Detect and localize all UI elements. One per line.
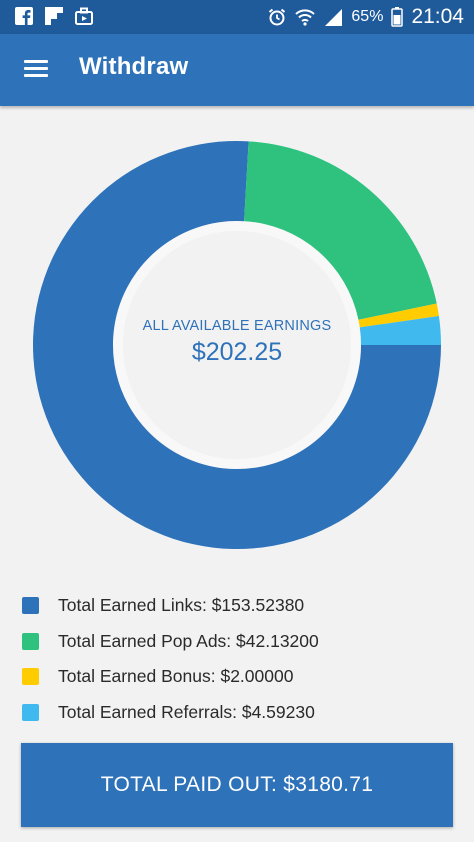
signal-icon <box>325 9 343 26</box>
chart-legend: Total Earned Links: $153.52380 Total Ear… <box>22 588 462 730</box>
facebook-icon <box>15 7 33 25</box>
slice-pop-ads <box>244 141 437 320</box>
legend-swatch-bonus <box>22 668 39 686</box>
status-bar: 65% 21:04 <box>0 0 474 34</box>
flipboard-icon <box>45 7 63 25</box>
system-status: 65% 21:04 <box>267 5 464 29</box>
legend-swatch-referrals <box>22 703 39 721</box>
total-paid-out-button[interactable]: TOTAL PAID OUT: $3180.71 <box>21 743 453 827</box>
notification-icons <box>14 6 94 26</box>
hamburger-menu-icon[interactable] <box>22 56 52 82</box>
legend-swatch-links <box>22 597 39 615</box>
earnings-donut-chart <box>33 140 442 549</box>
legend-item-links: Total Earned Links: $153.52380 <box>22 588 462 624</box>
legend-swatch-pop-ads <box>22 632 39 650</box>
legend-item-bonus: Total Earned Bonus: $2.00000 <box>22 659 462 695</box>
wifi-icon <box>295 9 316 26</box>
clock: 21:04 <box>411 5 464 28</box>
legend-label-bonus: Total Earned Bonus: $2.00000 <box>58 666 294 687</box>
battery-percent: 65% <box>351 8 384 25</box>
legend-item-pop-ads: Total Earned Pop Ads: $42.13200 <box>22 624 462 660</box>
alarm-icon <box>269 8 286 26</box>
app-bar: Withdraw <box>0 34 474 106</box>
legend-item-referrals: Total Earned Referrals: $4.59230 <box>22 695 462 731</box>
battery-icon <box>391 7 404 27</box>
legend-label-referrals: Total Earned Referrals: $4.59230 <box>58 701 315 722</box>
slice-bonus <box>358 303 439 328</box>
slice-links <box>33 140 442 549</box>
slice-referrals <box>359 315 441 345</box>
legend-label-links: Total Earned Links: $153.52380 <box>58 595 305 616</box>
briefcase-icon <box>75 7 93 25</box>
legend-label-pop-ads: Total Earned Pop Ads: $42.13200 <box>58 630 319 651</box>
page-title: Withdraw <box>79 53 189 80</box>
donut-inner-ring <box>113 221 361 469</box>
donut-hole <box>123 231 351 459</box>
